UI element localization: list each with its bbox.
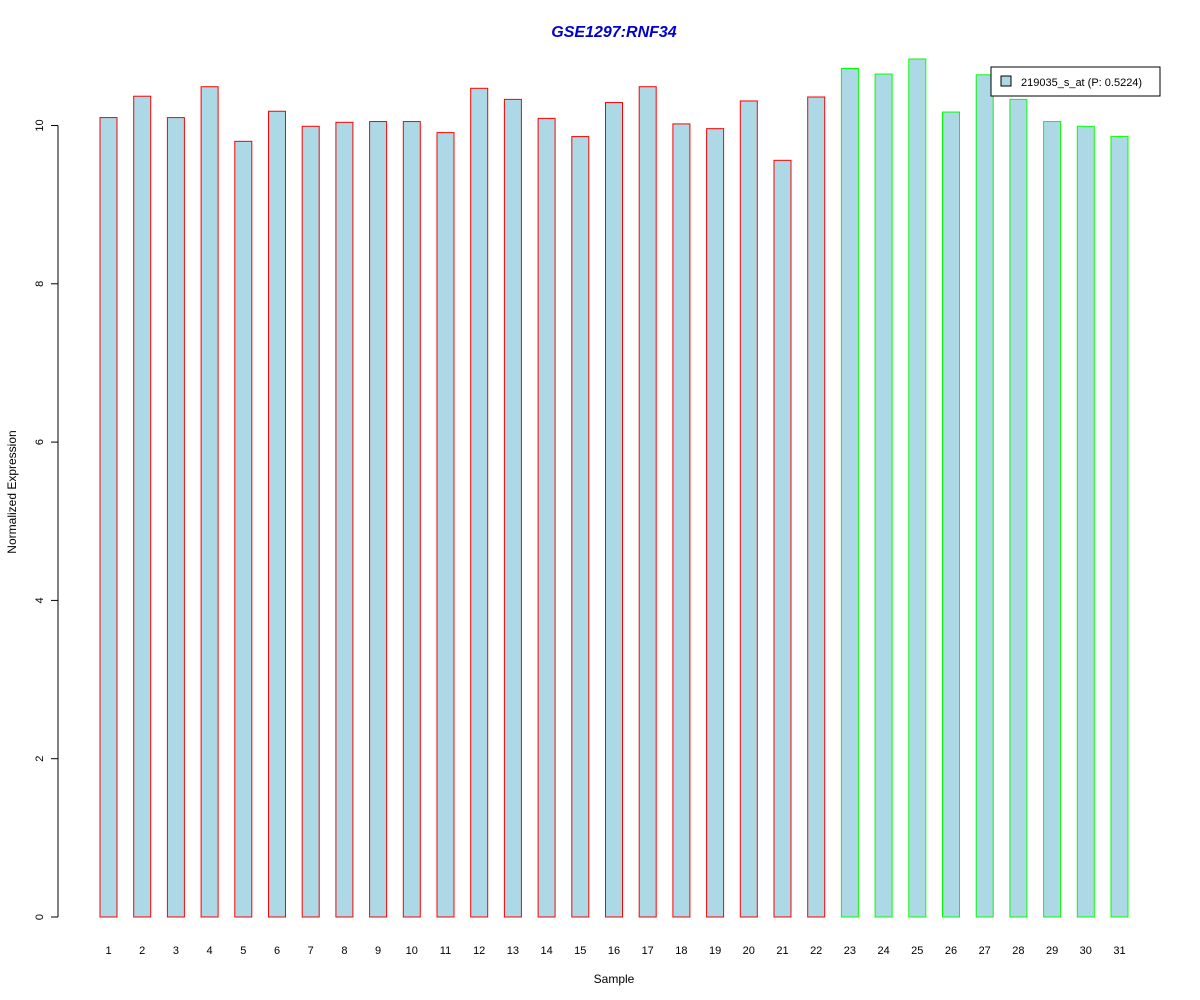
x-tick-label: 7 (308, 945, 314, 957)
x-tick-label: 10 (406, 945, 418, 957)
bar-sample-27 (975, 74, 994, 918)
bar-sample-7 (301, 125, 320, 918)
bar-sample-6 (268, 110, 286, 918)
bar-sample-2 (133, 95, 152, 918)
x-tick-label: 23 (844, 945, 856, 957)
y-tick-label: 8 (34, 281, 46, 287)
x-tick-label: 15 (574, 945, 586, 957)
x-tick-label: 26 (945, 945, 957, 957)
x-tick-label: 9 (375, 945, 381, 957)
x-axis-label: Sample (594, 972, 635, 986)
x-tick-label: 13 (507, 945, 519, 957)
bar-sample-28 (1009, 98, 1028, 918)
bar-sample-4 (200, 86, 219, 918)
x-tick-label: 14 (540, 945, 552, 957)
bar-sample-17 (638, 86, 657, 918)
x-tick-label: 1 (105, 945, 111, 957)
bar-sample-23 (840, 68, 859, 918)
bar-sample-1 (99, 117, 118, 918)
bar-sample-30 (1076, 125, 1095, 918)
y-tick-label: 10 (34, 119, 46, 131)
bar-sample-5 (234, 140, 253, 918)
x-tick-label: 11 (440, 945, 451, 957)
bar-sample-16 (605, 102, 623, 918)
bar-sample-24 (874, 73, 893, 918)
x-axis-tick-labels: 1 2 3 4 5 6 7 8 9 10 11 12 13 14 15 16 17 18 19 20 21 22 23 24 2… (105, 945, 1125, 957)
x-tick-label: 19 (709, 945, 721, 957)
x-tick-label: 29 (1046, 945, 1058, 957)
bar-sample-13 (503, 98, 522, 918)
bar-sample-12 (470, 87, 489, 918)
y-tick-label: 4 (34, 597, 46, 603)
x-tick-label: 31 (1113, 945, 1125, 957)
y-axis-label: Normalized Expression (5, 430, 19, 553)
legend: 219035_s_at (P: 0.5224) (990, 66, 1161, 97)
legend-swatch (1000, 75, 1012, 87)
x-tick-label: 20 (743, 945, 755, 957)
y-tick-label: 6 (34, 439, 46, 445)
bar-sample-15 (571, 136, 590, 918)
x-tick-label: 6 (274, 945, 280, 957)
x-tick-label: 30 (1080, 945, 1092, 957)
bar-sample-3 (166, 117, 185, 918)
x-tick-label: 25 (911, 945, 923, 957)
x-tick-label: 16 (608, 945, 620, 957)
x-tick-label: 8 (341, 945, 347, 957)
bar-sample-18 (672, 123, 691, 918)
bar-sample-31 (1110, 136, 1129, 918)
legend-box (990, 66, 1161, 97)
bar-sample-8 (335, 121, 354, 918)
y-tick-label: 2 (34, 756, 46, 762)
bars (99, 58, 1129, 918)
y-tick-label: 0 (34, 914, 46, 920)
chart-title: GSE1297:RNF34 (551, 24, 676, 41)
bar-sample-9 (369, 121, 388, 918)
x-tick-label: 28 (1012, 945, 1024, 957)
x-tick-label: 12 (473, 945, 485, 957)
bar-sample-21 (773, 159, 792, 918)
x-tick-label: 4 (207, 945, 213, 957)
bar-sample-14 (537, 117, 556, 918)
x-tick-label: 24 (877, 945, 889, 957)
bar-sample-20 (739, 100, 758, 918)
bar-sample-26 (942, 111, 960, 918)
bar-sample-11 (436, 132, 455, 918)
bar-sample-10 (402, 121, 421, 918)
bar-sample-29 (1043, 121, 1062, 918)
x-tick-label: 3 (173, 945, 179, 957)
x-tick-label: 17 (642, 945, 654, 957)
x-tick-label: 5 (240, 945, 246, 957)
bar-sample-19 (706, 128, 725, 918)
x-tick-label: 2 (139, 945, 145, 957)
x-tick-label: 22 (810, 945, 822, 957)
x-tick-label: 21 (776, 945, 788, 957)
x-tick-label: 18 (675, 945, 687, 957)
legend-entry-label: 219035_s_at (P: 0.5224) (1021, 77, 1142, 89)
bar-sample-25 (908, 58, 927, 918)
x-tick-label: 27 (979, 945, 991, 957)
bar-sample-22 (807, 96, 826, 918)
y-axis: 0 2 4 6 8 10 (34, 119, 59, 920)
